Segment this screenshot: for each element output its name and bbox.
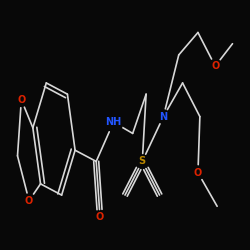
Text: N: N: [159, 112, 168, 122]
Text: O: O: [194, 168, 202, 178]
Text: S: S: [139, 156, 146, 166]
Text: NH: NH: [105, 117, 122, 127]
Text: O: O: [211, 61, 219, 71]
Text: O: O: [96, 212, 104, 222]
Text: O: O: [25, 196, 33, 206]
Text: O: O: [17, 95, 25, 105]
